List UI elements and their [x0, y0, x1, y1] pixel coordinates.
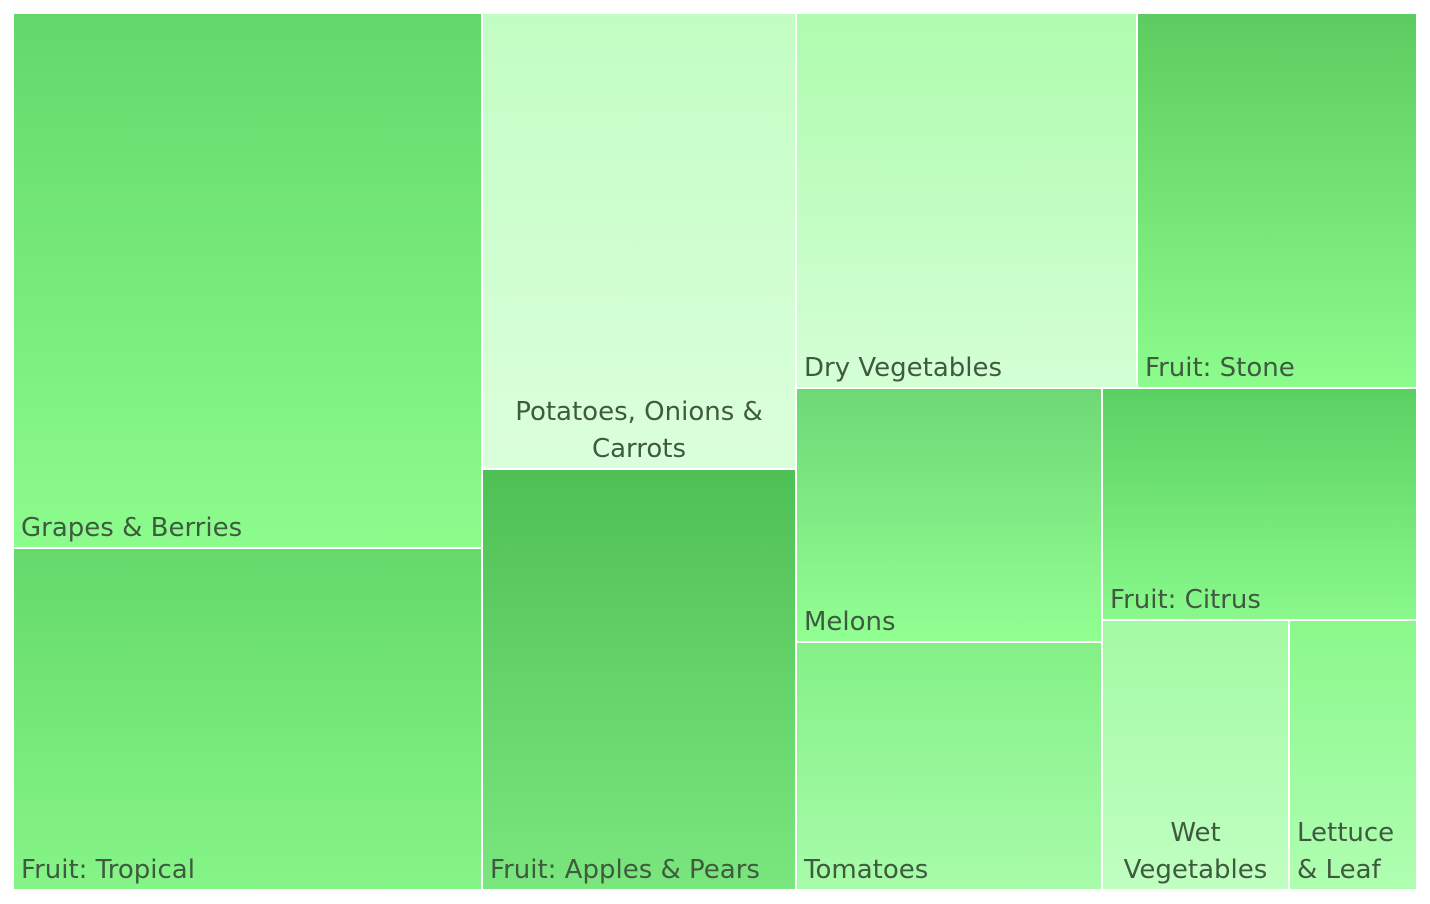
treemap-rect — [795, 12, 1138, 389]
treemap-rect — [1101, 387, 1418, 621]
treemap-label: Fruit: Citrus — [1110, 585, 1261, 615]
treemap-label: Grapes & Berries — [21, 513, 242, 543]
treemap-rect — [12, 12, 483, 549]
treemap-label: Potatoes, Onions & — [515, 397, 763, 427]
treemap-tile-fruit-stone: Fruit: Stone — [1136, 12, 1418, 389]
treemap-rect — [481, 468, 797, 891]
treemap-label: Carrots — [592, 434, 686, 464]
treemap-tile-dry-vegetables: Dry Vegetables — [795, 12, 1138, 389]
treemap-tile-potatoes-onions-carrots: Potatoes, Onions & Carrots — [481, 12, 797, 470]
treemap-tile-tomatoes: Tomatoes — [795, 641, 1103, 891]
treemap-label: Vegetables — [1124, 855, 1268, 885]
treemap-label: Fruit: Stone — [1145, 353, 1295, 383]
treemap-rect — [1101, 619, 1290, 891]
treemap-label: & Leaf — [1297, 855, 1381, 885]
treemap-tile-melons: Melons — [795, 387, 1103, 643]
treemap-tile-wet-vegetables: Wet Vegetables — [1101, 619, 1290, 891]
treemap-label: Melons — [804, 607, 896, 637]
treemap-rect — [12, 547, 483, 891]
treemap-rect — [795, 387, 1103, 643]
treemap-rect — [1136, 12, 1418, 389]
treemap-tile-fruit-citrus: Fruit: Citrus — [1101, 387, 1418, 621]
treemap-rect — [795, 641, 1103, 891]
treemap-label: Lettuce — [1297, 818, 1394, 848]
treemap-label: Tomatoes — [803, 855, 928, 885]
treemap-tile-lettuce-leaf: Lettuce & Leaf — [1288, 619, 1418, 891]
treemap-tile-fruit-tropical: Fruit: Tropical — [12, 547, 483, 891]
treemap-tile-grapes-berries: Grapes & Berries — [12, 12, 483, 549]
treemap-tile-fruit-apples-pears: Fruit: Apples & Pears — [481, 468, 797, 891]
treemap-label: Fruit: Tropical — [21, 855, 195, 885]
treemap-label: Fruit: Apples & Pears — [490, 855, 760, 885]
treemap-rect — [1288, 619, 1418, 891]
treemap-label: Wet — [1170, 818, 1220, 848]
treemap-rect — [481, 12, 797, 470]
treemap-label: Dry Vegetables — [804, 353, 1002, 383]
